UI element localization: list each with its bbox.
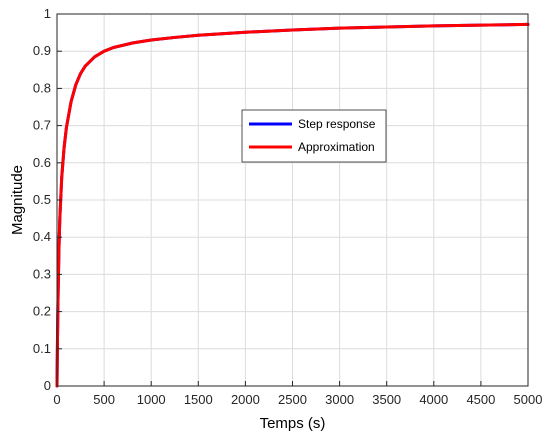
y-tick-label: 0.5	[33, 192, 51, 207]
x-tick-label: 5000	[514, 392, 543, 407]
y-tick-label: 1	[44, 6, 51, 21]
x-tick-label: 4500	[466, 392, 495, 407]
x-tick-label: 1500	[184, 392, 213, 407]
x-tick-label: 2500	[278, 392, 307, 407]
x-tick-label: 3000	[325, 392, 354, 407]
legend-box	[241, 109, 387, 163]
x-tick-label: 500	[93, 392, 115, 407]
y-axis-title: Magnitude	[9, 165, 26, 235]
y-tick-label: 0.7	[33, 118, 51, 133]
series-lines	[55, 22, 530, 388]
legend-label-approximation: Approximation	[298, 140, 375, 154]
x-tick-label: 3500	[372, 392, 401, 407]
legend: Step response Approximation	[241, 109, 387, 163]
y-tick-label: 0.6	[33, 155, 51, 170]
x-axis-title: Temps (s)	[260, 415, 326, 432]
x-tick-label: 1000	[137, 392, 166, 407]
axis-ticks: 0 500 1000 1500 2000 2500 3000 3500 4000 4500 5000…	[33, 6, 543, 407]
y-tick-label: 0.3	[33, 266, 51, 281]
y-tick-label: 0.1	[33, 341, 51, 356]
y-tick-label: 0.8	[33, 80, 51, 95]
legend-label-step-response: Step response	[298, 117, 376, 131]
series-line-approximation	[55, 22, 530, 388]
x-tick-label: 4000	[419, 392, 448, 407]
x-tick-label: 0	[53, 392, 60, 407]
y-tick-label: 0	[44, 378, 51, 393]
y-tick-label: 0.4	[33, 229, 51, 244]
y-tick-label: 0.9	[33, 43, 51, 58]
x-tick-label: 2000	[231, 392, 260, 407]
y-tick-label: 0.2	[33, 304, 51, 319]
